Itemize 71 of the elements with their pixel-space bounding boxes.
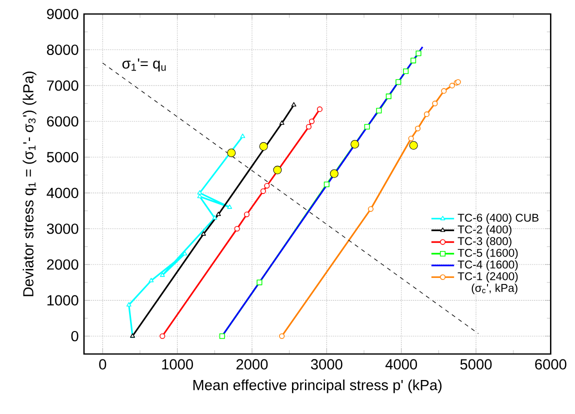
point xyxy=(324,182,330,188)
point xyxy=(416,50,422,56)
y-tick-label: 2000 xyxy=(47,259,78,270)
point xyxy=(264,182,270,189)
y-tick-label: 5000 xyxy=(46,152,78,162)
point xyxy=(364,124,370,130)
point xyxy=(409,141,418,150)
x-tick-label: 3000 xyxy=(310,359,342,370)
y-tick-label: 4000 xyxy=(46,188,78,198)
y-tick-label: 6000 xyxy=(47,116,78,127)
point xyxy=(244,212,250,218)
point xyxy=(424,111,430,117)
legend-label: TC-3 (800) xyxy=(458,236,512,248)
point xyxy=(306,124,312,130)
point xyxy=(259,142,268,151)
y-tick-label: 1000 xyxy=(47,295,78,306)
point xyxy=(408,136,414,142)
point xyxy=(273,166,282,174)
point xyxy=(396,79,402,85)
point xyxy=(291,102,296,106)
y-tick-label: 3000 xyxy=(46,224,78,234)
point xyxy=(148,278,154,282)
point xyxy=(376,108,382,114)
point xyxy=(197,190,202,195)
legend-label: TC-4 (1600) xyxy=(458,260,518,271)
point xyxy=(216,212,221,216)
point xyxy=(368,206,374,212)
x-axis-title: Mean effective principal stress p' (kPa) xyxy=(193,379,442,394)
point xyxy=(160,333,166,339)
point xyxy=(256,280,262,286)
point xyxy=(219,333,225,339)
point xyxy=(279,120,284,125)
y-tick-label: 7000 xyxy=(47,80,78,91)
y-tick-label: 8000 xyxy=(46,44,78,55)
point xyxy=(386,94,392,100)
point xyxy=(182,250,188,256)
annotation: σ$_{1}$'= q$_{u}$ xyxy=(122,58,166,72)
point xyxy=(308,118,315,124)
point xyxy=(160,272,165,277)
x-tick-label: 4000 xyxy=(385,359,417,370)
point xyxy=(330,169,338,178)
x-tick-label: 5000 xyxy=(460,359,492,370)
legend-label: TC-5 (1600) xyxy=(458,248,518,260)
x-tick-label: 0 xyxy=(99,359,106,370)
point xyxy=(449,82,455,88)
point xyxy=(234,226,240,232)
legend-label: TC-2 (400) xyxy=(458,225,512,236)
point xyxy=(227,148,236,158)
point xyxy=(212,215,218,220)
point xyxy=(410,58,416,64)
y-tick-label: 9000 xyxy=(47,8,78,20)
point xyxy=(200,231,206,236)
point xyxy=(126,302,132,307)
legend-title: (σ$_{c}$', kPa) xyxy=(472,284,518,294)
point xyxy=(432,100,438,106)
point xyxy=(240,134,246,138)
x-tick-label: 2000 xyxy=(236,359,268,370)
legend-label: TC-6 (400) CUB xyxy=(458,213,538,224)
legend-label: TC-1 (2400) xyxy=(458,272,518,282)
point xyxy=(279,333,285,339)
point xyxy=(316,106,323,112)
point xyxy=(350,140,360,149)
x-tick-label: 1000 xyxy=(162,359,193,370)
point xyxy=(227,204,232,209)
x-tick-label: 6000 xyxy=(535,359,566,370)
point xyxy=(403,68,409,74)
point xyxy=(414,126,421,132)
y-tick-label: 0 xyxy=(71,330,78,342)
point xyxy=(441,88,447,94)
y-axis-title: Deviator stress q$_{1}$ = (σ$_{1}$'- σ$_{3}$') (kPa) xyxy=(22,72,36,296)
point xyxy=(260,188,266,194)
